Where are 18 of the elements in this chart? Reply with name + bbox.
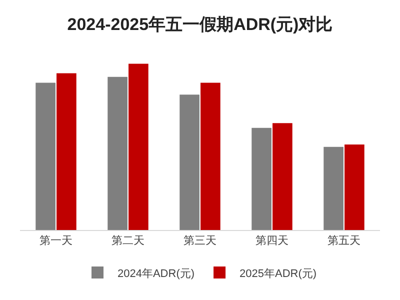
x-tick-label: 第五天: [328, 235, 360, 248]
x-tick-label: 第一天: [40, 235, 72, 248]
x-tick-label: 第四天: [256, 235, 288, 248]
bar: [108, 76, 128, 230]
chart-title: 2024-2025年五一假期ADR(元)对比: [67, 14, 333, 34]
bar: [200, 82, 220, 230]
bar: [344, 144, 364, 230]
x-tick-label: 第三天: [184, 235, 216, 248]
bar: [56, 73, 76, 230]
bar: [180, 94, 200, 230]
bar: [252, 128, 272, 230]
bar: [324, 146, 344, 230]
x-tick-label: 第二天: [112, 235, 144, 248]
legend-label: 2024年ADR(元): [118, 268, 195, 280]
legend-label: 2025年ADR(元): [240, 268, 317, 280]
bar: [36, 82, 56, 230]
bar: [128, 64, 148, 230]
bar: [272, 123, 292, 230]
